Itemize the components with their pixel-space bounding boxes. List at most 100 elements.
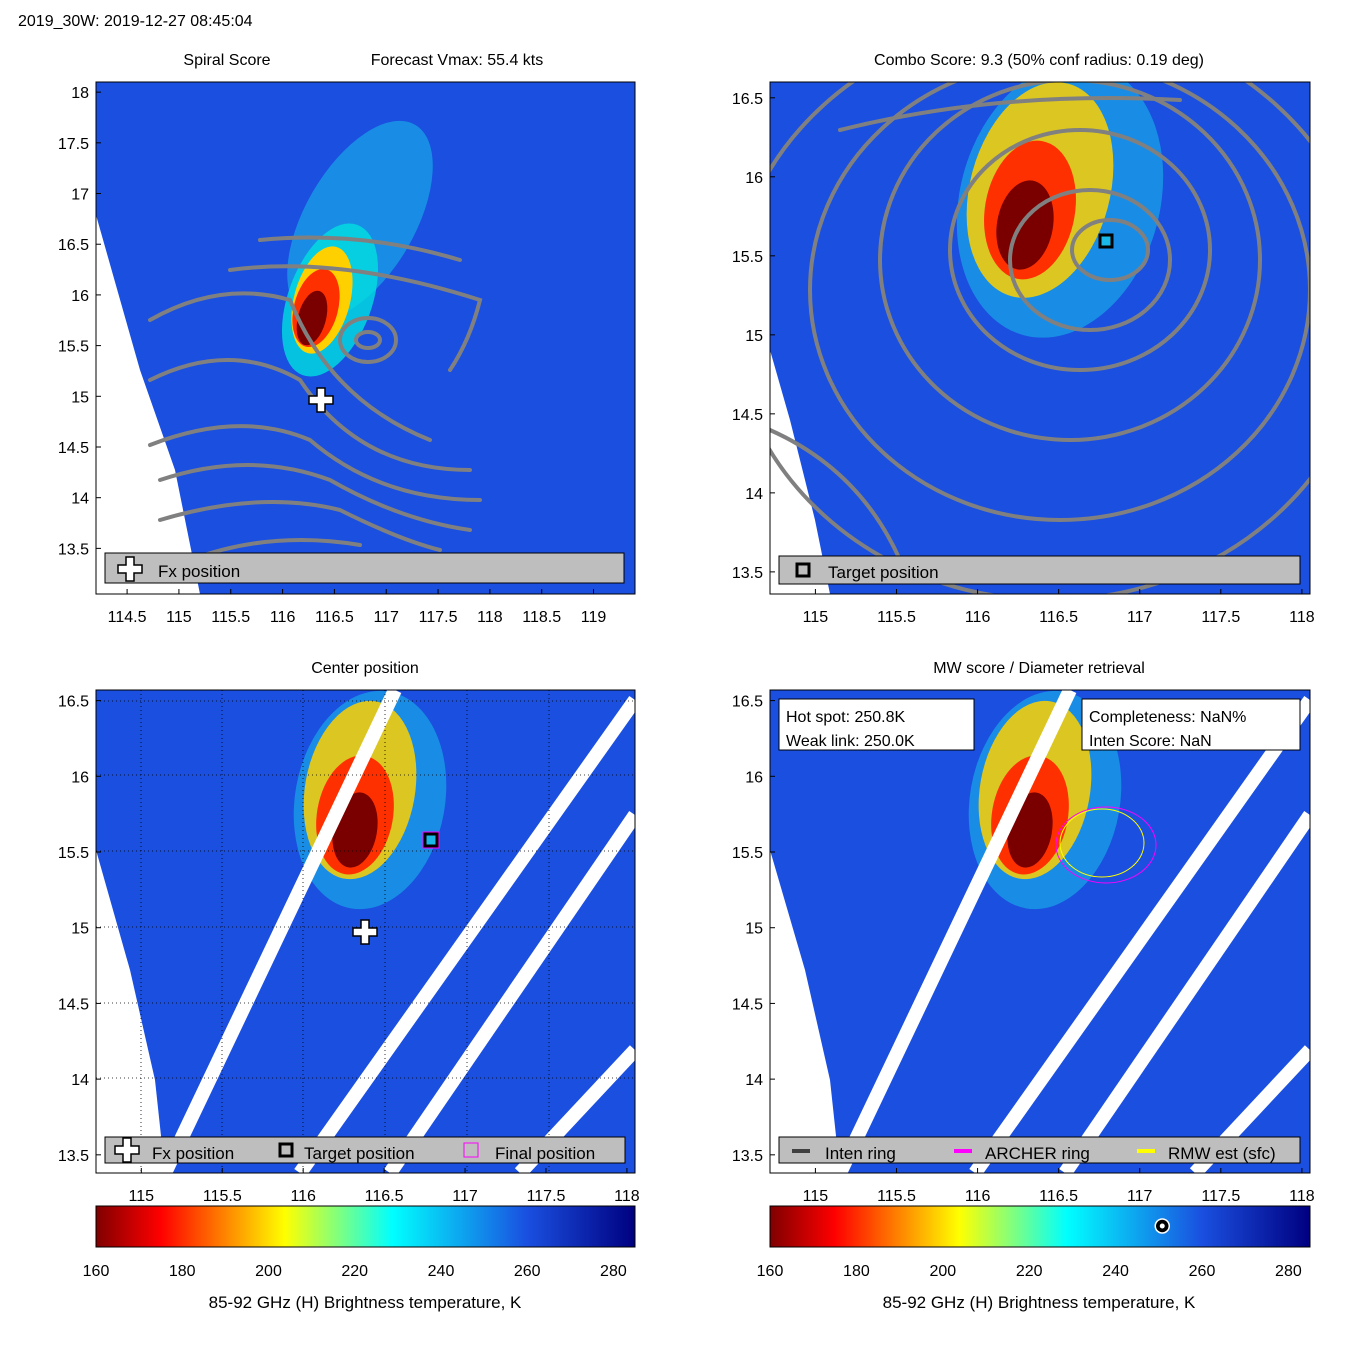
x-tick-label: 116 [270,609,296,626]
panel-subtitle-forecast-vmax: Forecast Vmax: 55.4 kts [371,52,544,69]
x-tick-label: 118 [1289,1188,1315,1205]
x-tick-label: 117.5 [527,1188,566,1205]
y-tick-label: 14.5 [732,996,763,1013]
legend-combo: Target position [778,555,1301,585]
x-tick-label: 115.5 [211,609,250,626]
colorbar-tick-label: 280 [600,1263,627,1280]
colorbar-ticks-right: 160 180 200 220 240 260 280 [757,1263,1302,1280]
legend-mw: Inten ring ARCHER ring RMW est (sfc) [778,1136,1301,1164]
x-tick-label: 116 [965,609,991,626]
final-position-marker [422,831,440,849]
y-tick-label: 15 [71,389,89,406]
colorbar-tick-label: 180 [169,1263,196,1280]
x-tick-label: 118 [477,609,503,626]
panel-title-mw: MW score / Diameter retrieval [933,660,1145,677]
y-tick-label: 16 [745,170,763,187]
info-box-hot-spot: Hot spot: 250.8K Weak link: 250.0K [778,698,975,751]
x-tick-label: 117 [373,609,399,626]
colorbar-tick-label: 200 [929,1263,956,1280]
grid-center [96,690,635,1173]
info-inten-score: Inten Score: NaN [1089,733,1212,750]
x-tick-label: 115.5 [203,1188,242,1205]
colorbar-tick-label: 220 [341,1263,368,1280]
colorbar-tick-label: 160 [757,1263,784,1280]
colorbar-tick-label: 220 [1016,1263,1043,1280]
heatmap-spiral [96,82,635,594]
x-tick-label: 115 [803,1188,829,1205]
magenta-square-outline-icon [463,1142,479,1158]
tick-labels-combo: 115 115.5 116 116.5 117 117.5 118 13.5 14 14.5 15 1… [732,91,1315,626]
panel-center-position: Center position [58,660,640,1205]
legend-label-inten-ring: Inten ring [825,1144,896,1163]
x-tick-label: 116.5 [1039,1188,1078,1205]
y-tick-label: 15 [71,921,89,938]
y-tick-label: 14 [745,486,763,503]
panel-title-center: Center position [311,660,419,677]
legend-center: Fx position Target position Final positi… [104,1136,626,1164]
x-tick-label: 116 [290,1188,316,1205]
black-square-marker-icon [278,1142,294,1158]
colorbar-ticks-left: 160 180 200 220 240 260 280 [83,1263,627,1280]
x-tick-label: 117 [452,1188,478,1205]
y-tick-label: 17.5 [58,136,89,153]
y-tick-label: 13.5 [58,541,89,558]
panel-mw-score: MW score / Diameter retrieval Hot spot: … [732,660,1315,1205]
y-tick-label: 14 [71,1072,89,1089]
legend-label-fx-position: Fx position [158,562,240,581]
black-square-marker-icon [795,562,811,578]
legend-label-final-position: Final position [495,1144,595,1163]
heatmap-mw [770,690,1310,1173]
legend-label-fx-position: Fx position [152,1144,234,1163]
colorbar-tick-label: 200 [255,1263,282,1280]
colorbar-gradient [769,1205,1311,1248]
x-tick-label: 115 [803,609,829,626]
y-tick-label: 13.5 [58,1148,89,1165]
contours-spiral [148,235,483,562]
contours-combo [770,82,1310,594]
y-tick-label: 13.5 [732,565,763,582]
x-tick-label: 117.5 [1201,1188,1240,1205]
info-hot-spot: Hot spot: 250.8K [786,709,906,726]
fx-position-marker [352,919,378,945]
info-weak-link: Weak link: 250.0K [786,733,915,750]
y-tick-label: 16.5 [58,694,89,711]
colorbar-tick-label: 260 [1189,1263,1216,1280]
x-tick-label: 118 [1289,609,1315,626]
no-data-region [96,850,165,1173]
legend-spiral: Fx position [104,552,625,584]
axes-frame-spiral [95,81,636,595]
colorbar-tick-label: 260 [514,1263,541,1280]
y-tick-label: 17 [71,187,89,204]
white-plus-cross-icon [114,1137,140,1163]
colorbar-tick-label: 160 [83,1263,110,1280]
hot-spot-marker [1154,1218,1171,1234]
archer-ring [1055,806,1157,884]
fx-position-marker [308,387,334,413]
x-tick-label: 115 [166,609,192,626]
x-tick-label: 116.5 [1039,609,1078,626]
y-tick-label: 15 [745,328,763,345]
axes-frame-combo [769,81,1311,595]
colorbar-tick-label: 280 [1275,1263,1302,1280]
colorbar-tick-label: 180 [843,1263,870,1280]
y-tick-label: 16 [745,769,763,786]
legend-box [104,552,625,584]
target-position-marker [1098,233,1114,249]
y-tick-label: 15 [745,921,763,938]
y-tick-label: 16 [71,769,89,786]
x-tick-label: 119 [581,609,607,626]
y-tick-label: 15.5 [58,845,89,862]
axes-frame-mw [769,689,1311,1174]
legend-label-rmw-est: RMW est (sfc) [1168,1144,1276,1163]
panel-spiral-score: Spiral Score Forecast Vmax: 55.4 kts [58,52,636,626]
x-tick-label: 117 [1127,609,1153,626]
no-data-region [770,350,830,594]
panel-title-spiral: Spiral Score [183,52,270,69]
y-tick-label: 14.5 [58,440,89,457]
x-tick-label: 114.5 [108,609,147,626]
x-tick-label: 118 [614,1188,640,1205]
tick-labels-spiral: 114.5 115 115.5 116 116.5 117 117.5 118 118.5 119… [58,85,606,626]
info-box [1081,698,1301,751]
colorbar-label-left: 85-92 GHz (H) Brightness temperature, K [209,1293,522,1312]
